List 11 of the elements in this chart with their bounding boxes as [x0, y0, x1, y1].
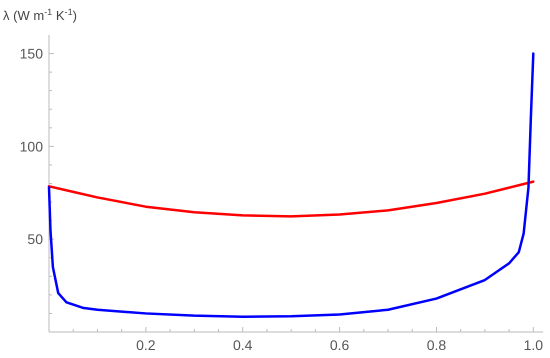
- line-series: [48, 180, 535, 218]
- y-tick-label: 100: [20, 138, 44, 154]
- x-tick-label: 1.0: [524, 337, 544, 353]
- y-tick-label: 50: [27, 231, 44, 248]
- line-series: [48, 52, 535, 318]
- x-tick-label: 0.2: [136, 337, 156, 353]
- x-tick-label: 0.8: [426, 337, 446, 353]
- y-axis-title: λ (W m$^{-1}$ K$^{-1}$): [3, 7, 77, 23]
- x-tick-label: 0.4: [232, 337, 253, 353]
- x-tick-label: 0.6: [330, 337, 350, 353]
- y-tick-label: 150: [20, 46, 44, 62]
